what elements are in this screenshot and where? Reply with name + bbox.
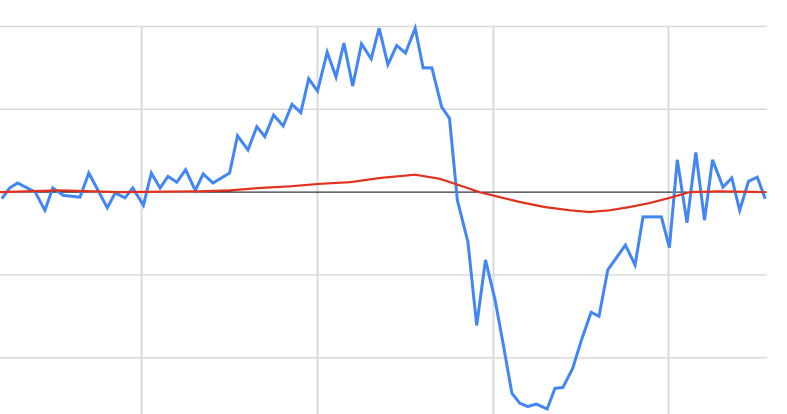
series-line-1 [0, 22, 767, 412]
series-line-2 [0, 173, 766, 214]
